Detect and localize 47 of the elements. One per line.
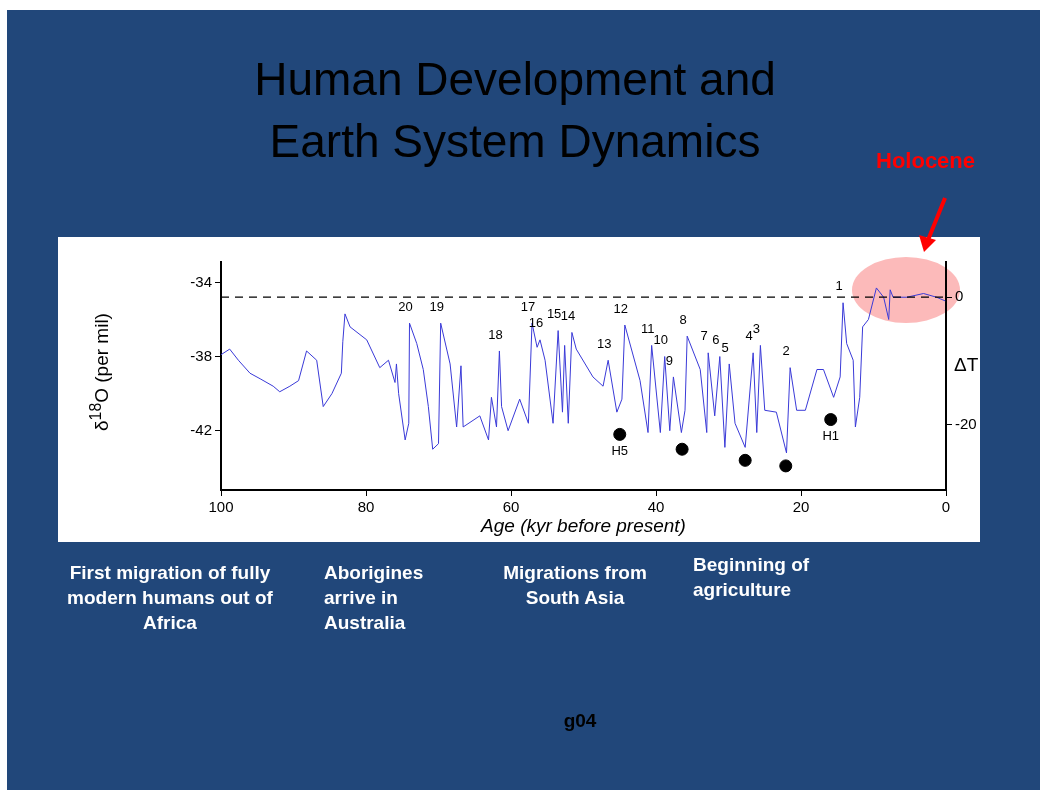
x-tick-label: 60 xyxy=(502,498,520,516)
annotation: 3 xyxy=(752,320,761,336)
text: Aborigines arrive in Australia xyxy=(324,561,425,635)
annotation: 13 xyxy=(596,335,612,351)
annotation: 9 xyxy=(665,352,674,368)
annotation: 14 xyxy=(560,308,576,324)
point xyxy=(779,459,793,473)
annotation: 7 xyxy=(700,328,708,344)
point xyxy=(675,442,689,456)
annotation: H5 xyxy=(611,442,629,458)
annotation: 4 xyxy=(745,328,753,344)
x-tick-label: 0 xyxy=(941,498,951,516)
annotation: H1 xyxy=(822,428,840,444)
point xyxy=(824,413,838,427)
y-tick-label: -38 xyxy=(190,346,212,364)
text: Migrations from South Asia xyxy=(502,561,648,610)
point xyxy=(613,427,627,441)
annotation: 11 xyxy=(640,320,655,336)
y2-tick-label: -20 xyxy=(955,415,977,432)
text: Beginning of agriculture xyxy=(693,553,811,602)
annotation: 5 xyxy=(721,339,729,355)
annotation: 20 xyxy=(398,298,413,314)
y-tick-label: -42 xyxy=(190,420,212,438)
x-tick-label: 100 xyxy=(208,498,234,516)
annotation: 6 xyxy=(712,332,720,348)
y2-tick-label: 0 xyxy=(955,287,964,305)
annotation: 16 xyxy=(528,315,544,331)
annotation: 8 xyxy=(679,311,687,327)
y2-axis-title: ΔT xyxy=(954,354,979,376)
x-tick-label: 20 xyxy=(792,498,810,516)
point xyxy=(738,453,752,467)
annotation: 10 xyxy=(653,332,668,348)
text: Holocene xyxy=(876,148,976,173)
y-tick-label: -34 xyxy=(190,272,212,290)
annotation: 19 xyxy=(429,298,444,314)
x-tick-label: 40 xyxy=(647,498,665,516)
annotation: 15 xyxy=(546,306,562,322)
annotation: 18 xyxy=(488,326,503,342)
chart-title: Human Development and Earth System Dynamics xyxy=(254,53,776,167)
annotation: 12 xyxy=(613,300,629,316)
text: g04 xyxy=(562,709,598,733)
annotation: 17 xyxy=(520,298,536,314)
annotation: 1 xyxy=(835,278,843,294)
x-tick-label: 80 xyxy=(357,498,375,516)
annotation: 2 xyxy=(782,343,790,359)
x-axis-title: Age (kyr before present) xyxy=(480,514,686,536)
text: First migration of fully modern humans out of Africa xyxy=(66,561,274,635)
